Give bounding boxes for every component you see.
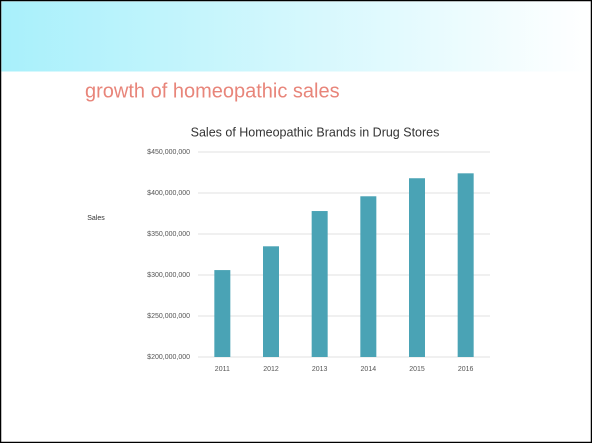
x-tick-label: 2015 xyxy=(409,366,425,373)
bar xyxy=(263,246,279,357)
y-tick-label: $200,000,000 xyxy=(147,354,190,361)
bar xyxy=(214,270,231,357)
x-tick-label: 2014 xyxy=(361,366,377,373)
bar xyxy=(360,196,377,357)
slide-title: growth of homeopathic sales xyxy=(85,80,340,102)
y-tick-label: $400,000,000 xyxy=(147,190,190,197)
bar xyxy=(311,211,328,357)
header-band xyxy=(1,1,591,72)
y-tick-label: $450,000,000 xyxy=(147,149,190,156)
bar xyxy=(409,178,425,357)
bar xyxy=(457,173,474,357)
x-tick-label: 2016 xyxy=(458,366,474,373)
y-tick-label: $350,000,000 xyxy=(147,231,190,238)
y-tick-label: $250,000,000 xyxy=(147,313,190,320)
x-tick-label: 2013 xyxy=(312,366,328,373)
x-tick-label: 2012 xyxy=(263,366,279,373)
y-axis-label: Sales xyxy=(87,215,105,222)
y-tick-label: $300,000,000 xyxy=(147,272,190,279)
chart-title: Sales of Homeopathic Brands in Drug Stor… xyxy=(191,125,440,139)
x-tick-label: 2011 xyxy=(215,366,230,373)
